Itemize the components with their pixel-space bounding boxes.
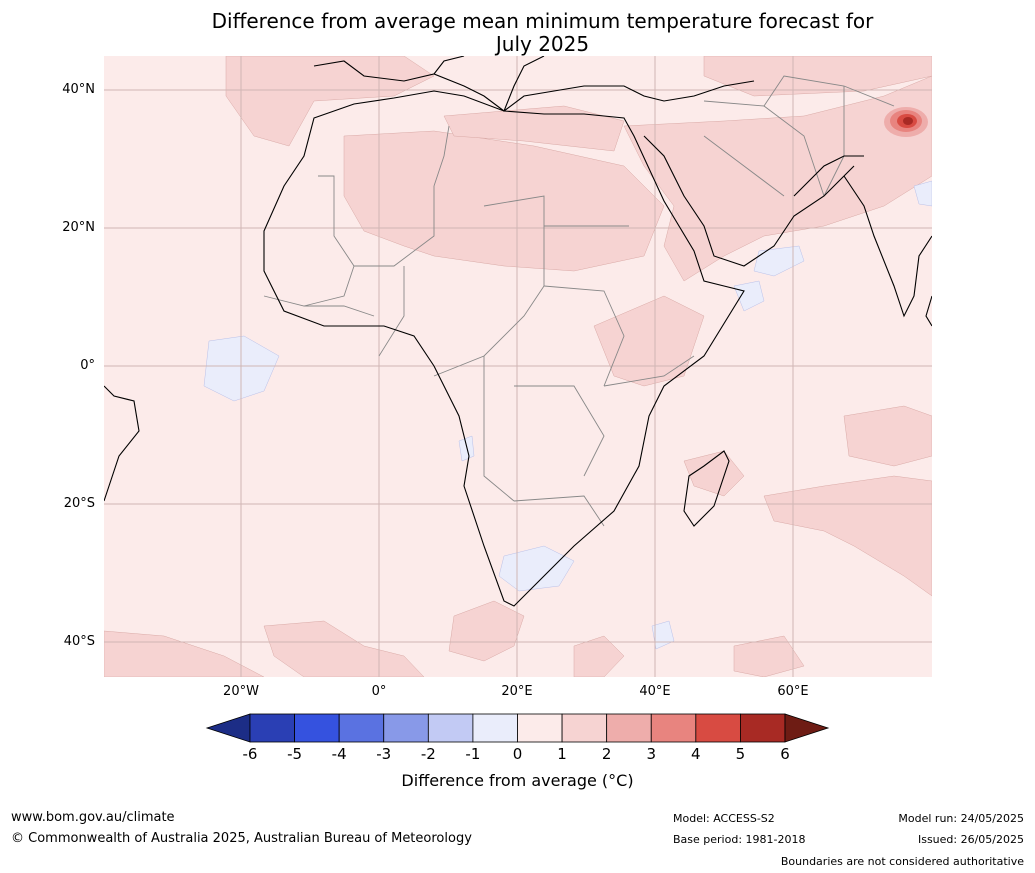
lon-label-20w: 20°W xyxy=(223,684,259,699)
lat-label-0: 0° xyxy=(80,358,95,373)
temperature-map xyxy=(104,56,932,677)
country-boundaries xyxy=(263,75,895,527)
lon-label-0: 0° xyxy=(371,684,387,699)
footer-copyright: © Commonwealth of Australia 2025, Austra… xyxy=(11,831,472,846)
colorbar-segment xyxy=(740,713,786,743)
map-title: Difference from average mean minimum tem… xyxy=(0,10,1035,56)
lon-label-20e: 20°E xyxy=(501,684,533,699)
title-line-2: July 2025 xyxy=(495,32,590,56)
colorbar-arrow-high xyxy=(784,713,830,743)
hotspot-high-anomaly xyxy=(884,107,928,137)
colorbar-tick-label: 1 xyxy=(557,745,567,763)
colorbar-label: Difference from average (°C) xyxy=(401,771,634,790)
footer-disclaimer: Boundaries are not considered authoritat… xyxy=(780,855,1024,868)
colorbar-segment xyxy=(338,713,385,743)
colorbar-segment xyxy=(383,713,429,743)
colorbar-tick-label: -5 xyxy=(287,745,303,763)
colorbar-segment xyxy=(561,713,608,743)
colorbar-segment xyxy=(294,713,340,743)
colorbar-tick-label: -3 xyxy=(376,745,392,763)
colorbar-segment xyxy=(249,713,295,743)
colorbar-tick-label: 4 xyxy=(691,745,701,763)
lat-label-20s: 20°S xyxy=(63,496,95,511)
colorbar-tick-label: -6 xyxy=(242,745,258,763)
colorbar-segment xyxy=(517,713,563,743)
colorbar-tick-label: -2 xyxy=(420,745,436,763)
footer-base-period: Base period: 1981-2018 xyxy=(673,833,806,846)
lat-label-40n: 40°N xyxy=(62,82,95,97)
lat-label-40s: 40°S xyxy=(63,634,95,649)
colorbar-segment xyxy=(472,713,518,743)
colorbar-tick-label: 2 xyxy=(601,745,612,763)
footer-model-run: Model run: 24/05/2025 xyxy=(898,812,1024,825)
colorbar-tick-label: -4 xyxy=(331,745,347,763)
colorbar-segment xyxy=(695,713,741,743)
colorbar-arrow-low xyxy=(205,713,251,743)
coastlines xyxy=(104,56,932,607)
colorbar-segment xyxy=(427,713,474,743)
footer-issued: Issued: 26/05/2025 xyxy=(917,833,1024,846)
colorbar-segment xyxy=(650,713,697,743)
title-line-1: Difference from average mean minimum tem… xyxy=(211,9,874,33)
lon-label-60e: 60°E xyxy=(777,684,809,699)
footer-model: Model: ACCESS-S2 xyxy=(673,812,775,825)
colorbar-tick-label: 6 xyxy=(780,745,790,763)
colorbar-tick-label: 0 xyxy=(512,745,523,763)
lon-label-40e: 40°E xyxy=(639,684,671,699)
colorbar-tick-label: 5 xyxy=(735,745,746,763)
colorbar-tick-label: 3 xyxy=(646,745,657,763)
footer-website: www.bom.gov.au/climate xyxy=(11,810,175,825)
colorbar-tick-label: -1 xyxy=(465,745,481,763)
graticule xyxy=(104,56,932,677)
lat-label-20n: 20°N xyxy=(62,220,95,235)
colorbar-segment xyxy=(606,713,652,743)
colorbar xyxy=(205,713,830,743)
